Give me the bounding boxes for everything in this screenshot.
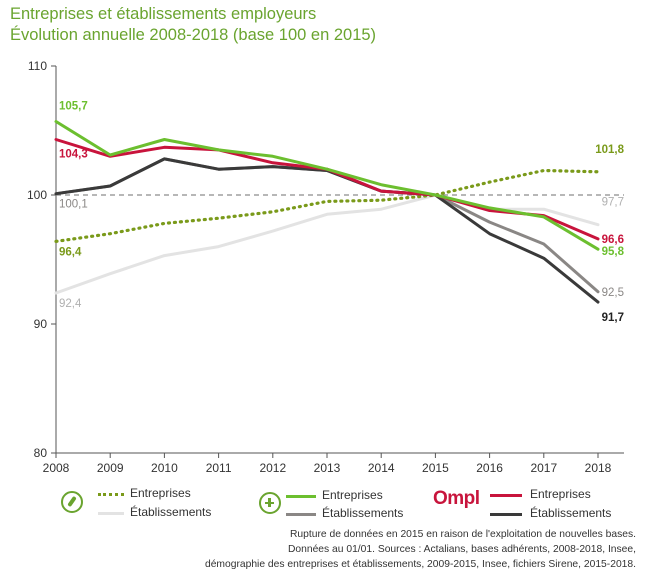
data-label: 100,1 [59,199,88,211]
data-label: 105,7 [59,100,88,112]
x-tick-label: 2009 [97,461,124,475]
data-label: 104,3 [59,149,88,161]
source-note-2: Données au 01/01. Sources : Actalians, b… [287,544,636,555]
series-line-group2-etablissements [54,157,600,294]
x-tick-label: 2016 [476,461,503,475]
legend-swatch-g2-etablissements [286,513,316,516]
legend-swatch-g3-entreprises [490,494,522,497]
y-tick-label: 100 [27,188,47,202]
legend-g3-etablissements: Établissements [530,506,612,520]
data-label: 92,5 [602,287,624,299]
chart-subtitle: Évolution annuelle 2008-2018 (base 100 e… [10,26,377,44]
x-tick-label: 2011 [206,461,232,475]
chart-title: Entreprises et établissements employeurs [10,5,317,23]
legend-swatch-g2-entreprises [286,495,316,498]
data-label: 96,4 [59,246,82,258]
axes: 80 90 100 110 2008 2009 2010 2011 2012 2013 2014 20… [27,59,624,475]
x-tick-label: 2013 [314,461,341,475]
x-tick-label: 2014 [368,461,395,475]
data-label: 96,6 [602,234,624,246]
legend-swatch-g1-entreprises [98,493,124,496]
legend-g3-entreprises: Entreprises [530,487,591,501]
x-tick-label: 2008 [43,461,70,475]
x-tick-label: 2010 [151,461,178,475]
ompl-logo: Ompl [433,488,480,509]
line-chart: 80 90 100 110 2008 2009 2010 2011 2012 2013 2014 20… [27,59,625,475]
x-tick-label: 2015 [422,461,449,475]
series-line-group3-entreprises [54,138,600,241]
legend-g2-etablissements: Établissements [322,506,404,520]
data-label: 91,7 [602,312,624,324]
legend-g1-etablissements: Établissements [130,505,212,519]
data-label: 97,7 [602,197,624,209]
legend-swatch-g3-etablissements [490,513,522,516]
series-line-group2-entreprises [54,120,600,251]
series-lines [54,120,600,304]
series-line-group3-etablissements [54,157,600,304]
data-label: 95,8 [602,246,625,258]
source-note-1: Rupture de données en 2015 en raison de … [289,529,636,540]
x-tick-label: 2017 [530,461,557,475]
data-label: 92,4 [59,298,82,310]
y-tick-label: 80 [34,446,48,460]
series-line-group1-entreprises [54,168,600,243]
legend-g1-entreprises: Entreprises [130,486,191,500]
series-line-group1-etablissements [54,193,600,295]
plus-circle-icon [259,492,281,514]
y-tick-label: 110 [28,59,47,73]
y-tick-label: 90 [34,317,48,331]
enterprise-group-icon [61,491,83,513]
data-label: 101,8 [595,144,624,156]
x-tick-label: 2012 [259,461,286,475]
legend-swatch-g1-etablissements [98,512,124,515]
source-note-3: démographie des entreprises et établisse… [204,559,636,570]
legend-g2-entreprises: Entreprises [322,488,383,502]
x-tick-label: 2018 [585,461,612,475]
data-labels: 96,4 101,8 92,4 97,7 105,7 95,8 100,1 92,5 104,3… [59,100,625,324]
